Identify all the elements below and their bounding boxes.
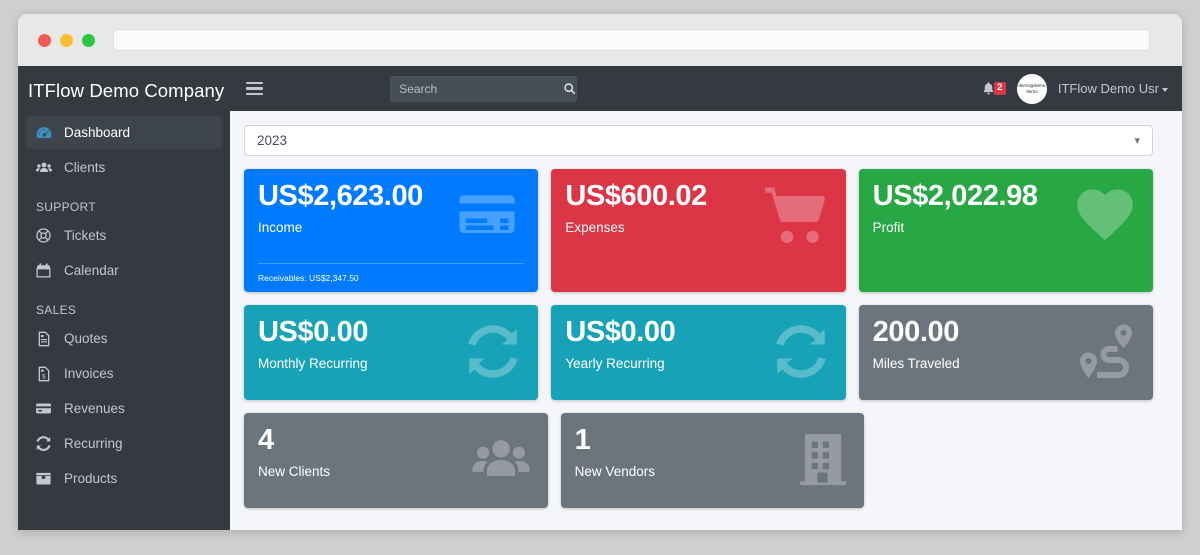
sidebar-item-label: Dashboard bbox=[64, 125, 131, 140]
stat-value: 1 bbox=[574, 424, 591, 456]
stat-label: Yearly Recurring bbox=[565, 356, 665, 372]
close-window-button[interactable] bbox=[38, 33, 51, 47]
user-name-label: ITFlow Demo Usr bbox=[1057, 81, 1159, 96]
stat-card-profit[interactable]: US$2,022.98 Profit bbox=[858, 169, 1153, 292]
sidebar: ITFlow Demo Company Dashboard bbox=[18, 66, 230, 530]
stat-value: US$0.00 bbox=[565, 316, 676, 348]
brand-title[interactable]: ITFlow Demo Company bbox=[28, 80, 225, 101]
card-row-3: 4 New Clients bbox=[244, 413, 1153, 508]
bell-icon bbox=[983, 82, 993, 95]
calendar-icon bbox=[34, 261, 53, 280]
sidebar-section-support: SUPPORT bbox=[36, 200, 96, 214]
search-button[interactable] bbox=[562, 75, 578, 102]
stat-card-new-vendors[interactable]: 1 New Vendors bbox=[560, 413, 865, 508]
sidebar-item-label: Quotes bbox=[64, 331, 108, 346]
traffic-lights bbox=[30, 33, 95, 47]
stat-card-expenses[interactable]: US$600.02 Expenses bbox=[551, 169, 846, 292]
sidebar-item-label: Tickets bbox=[64, 228, 107, 243]
sidebar-item-products[interactable]: Products bbox=[26, 462, 222, 495]
sidebar-item-invoices[interactable]: $ Invoices bbox=[26, 357, 222, 390]
stat-card-monthly-recurring[interactable]: US$0.00 Monthly Recurring bbox=[244, 305, 539, 400]
sidebar-item-dashboard[interactable]: Dashboard bbox=[26, 116, 222, 149]
stat-value: US$2,022.98 bbox=[872, 180, 1038, 212]
sidebar-item-tickets[interactable]: Tickets bbox=[26, 219, 222, 252]
stat-value: US$600.02 bbox=[565, 180, 707, 212]
browser-chrome bbox=[18, 14, 1182, 66]
url-bar[interactable] bbox=[113, 29, 1150, 51]
credit-card-icon bbox=[34, 399, 53, 418]
stat-value: 200.00 bbox=[872, 316, 960, 348]
stat-label: New Vendors bbox=[574, 464, 655, 480]
sidebar-item-revenues[interactable]: Revenues bbox=[26, 392, 222, 425]
hamburger-icon[interactable] bbox=[246, 81, 263, 96]
stat-label: Expenses bbox=[565, 220, 625, 236]
notification-count-badge: 2 bbox=[993, 82, 1006, 95]
stat-label: Monthly Recurring bbox=[258, 356, 368, 372]
search-form bbox=[390, 75, 578, 102]
maximize-window-button[interactable] bbox=[82, 33, 95, 47]
app-viewport: ITFlow Demo Company Dashboard bbox=[18, 66, 1182, 530]
stat-label: Miles Traveled bbox=[872, 356, 960, 372]
year-filter-select[interactable]: 2023 ▾ bbox=[244, 125, 1153, 156]
stat-label: Profit bbox=[872, 220, 905, 236]
stat-card-income[interactable]: US$2,623.00 Income bbox=[244, 169, 539, 292]
card-row-1: US$2,623.00 Income bbox=[244, 169, 1153, 292]
sidebar-item-recurring[interactable]: Recurring bbox=[26, 427, 222, 460]
notifications-button[interactable]: 2 bbox=[981, 81, 1006, 96]
users-icon bbox=[34, 158, 53, 177]
file-invoice-icon bbox=[34, 329, 53, 348]
chevron-down-icon: ▾ bbox=[1134, 135, 1140, 147]
user-menu-button[interactable]: ITFlow Demo Usr bbox=[1058, 81, 1168, 96]
stat-value: US$2,623.00 bbox=[258, 180, 423, 212]
content-area: 2 demo@demo demo ITFlow Demo Usr 2023 ▾ bbox=[230, 66, 1182, 530]
box-icon bbox=[34, 469, 53, 488]
stat-card-miles-traveled[interactable]: 200.00 Miles Traveled bbox=[858, 305, 1153, 400]
stat-card-yearly-recurring[interactable]: US$0.00 Yearly Recurring bbox=[551, 305, 846, 400]
topbar-right: 2 demo@demo demo ITFlow Demo Usr bbox=[981, 73, 1168, 104]
topbar: 2 demo@demo demo ITFlow Demo Usr bbox=[230, 66, 1182, 111]
sidebar-item-label: Products bbox=[64, 471, 118, 486]
stat-label: New Clients bbox=[258, 464, 331, 480]
avatar-line-2: demo bbox=[1026, 88, 1038, 94]
svg-text:$: $ bbox=[42, 373, 46, 380]
browser-window: ITFlow Demo Company Dashboard bbox=[18, 14, 1182, 530]
sidebar-item-label: Revenues bbox=[64, 401, 125, 416]
tachometer-icon bbox=[34, 123, 53, 142]
stat-label: Income bbox=[258, 220, 303, 236]
sidebar-section-sales: SALES bbox=[36, 303, 77, 317]
sidebar-nav: Dashboard Clients bbox=[18, 116, 230, 495]
sidebar-item-label: Clients bbox=[64, 160, 106, 175]
avatar-line-1: demo@demo bbox=[1018, 82, 1046, 88]
sidebar-item-label: Calendar bbox=[64, 263, 119, 278]
life-ring-icon bbox=[34, 226, 53, 245]
receivables-note: Receivables: US$2,347.50 bbox=[258, 273, 359, 283]
sync-icon bbox=[34, 434, 53, 453]
stat-value: US$0.00 bbox=[258, 316, 369, 348]
card-row-2: US$0.00 Monthly Recurring US$0.00 Yearly… bbox=[244, 305, 1153, 400]
card-row-spacer bbox=[877, 413, 1153, 508]
sidebar-item-quotes[interactable]: Quotes bbox=[26, 322, 222, 355]
year-filter-value: 2023 bbox=[257, 133, 288, 148]
stat-value: 4 bbox=[258, 424, 274, 456]
chevron-down-icon bbox=[1161, 87, 1168, 92]
dashboard: 2023 ▾ US$2,623.00 Income bbox=[230, 111, 1182, 530]
sidebar-item-calendar[interactable]: Calendar bbox=[26, 254, 222, 287]
minimize-window-button[interactable] bbox=[60, 33, 73, 47]
file-invoice-dollar-icon: $ bbox=[34, 364, 53, 383]
sidebar-item-label: Invoices bbox=[64, 366, 114, 381]
avatar[interactable]: demo@demo demo bbox=[1016, 73, 1047, 104]
sidebar-item-label: Recurring bbox=[64, 436, 123, 451]
stat-card-new-clients[interactable]: 4 New Clients bbox=[244, 413, 548, 508]
card-divider bbox=[258, 263, 525, 264]
search-input[interactable] bbox=[390, 75, 563, 102]
sidebar-item-clients[interactable]: Clients bbox=[26, 151, 222, 184]
